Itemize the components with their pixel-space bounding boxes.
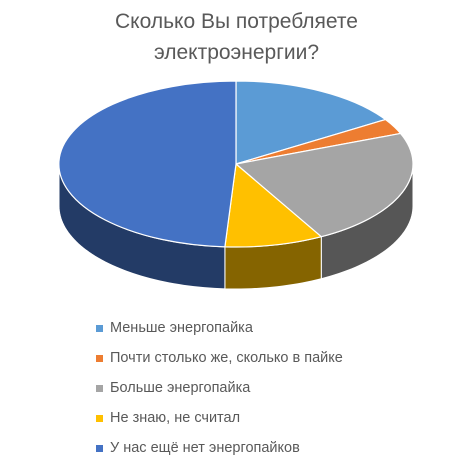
pie-slices — [58, 80, 414, 248]
legend-swatch — [96, 324, 103, 332]
legend-swatch — [96, 444, 103, 452]
slice-3[interactable] — [235, 132, 414, 238]
slice-4[interactable] — [224, 163, 322, 248]
chart-title: Сколько Вы потребляете электроэнергии? — [115, 10, 358, 64]
legend-label: Не знаю, не считал — [110, 410, 241, 426]
pie-side-walls — [58, 163, 414, 290]
legend-swatch — [96, 414, 103, 422]
slice-5[interactable] — [58, 80, 237, 248]
legend-item[interactable]: Меньше энергопайка — [96, 313, 466, 343]
legend-label: У нас ещё нет энергопайков — [110, 440, 300, 456]
legend-label: Меньше энергопайка — [110, 320, 253, 336]
legend-label: Больше энергопайка — [110, 380, 251, 396]
chart-legend: Меньше энергопайка Почти столько же, скол… — [96, 313, 466, 463]
legend-swatch — [96, 354, 103, 362]
legend-label: Почти столько же, сколько в пайке — [110, 350, 343, 366]
legend-item[interactable]: Почти столько же, сколько в пайке — [96, 343, 466, 373]
legend-item[interactable]: Не знаю, не считал — [96, 403, 466, 433]
slice-1[interactable] — [235, 80, 387, 165]
legend-item[interactable]: Больше энергопайка — [96, 373, 466, 403]
legend-swatch — [96, 384, 103, 392]
legend-item[interactable]: У нас ещё нет энергопайков — [96, 433, 466, 463]
